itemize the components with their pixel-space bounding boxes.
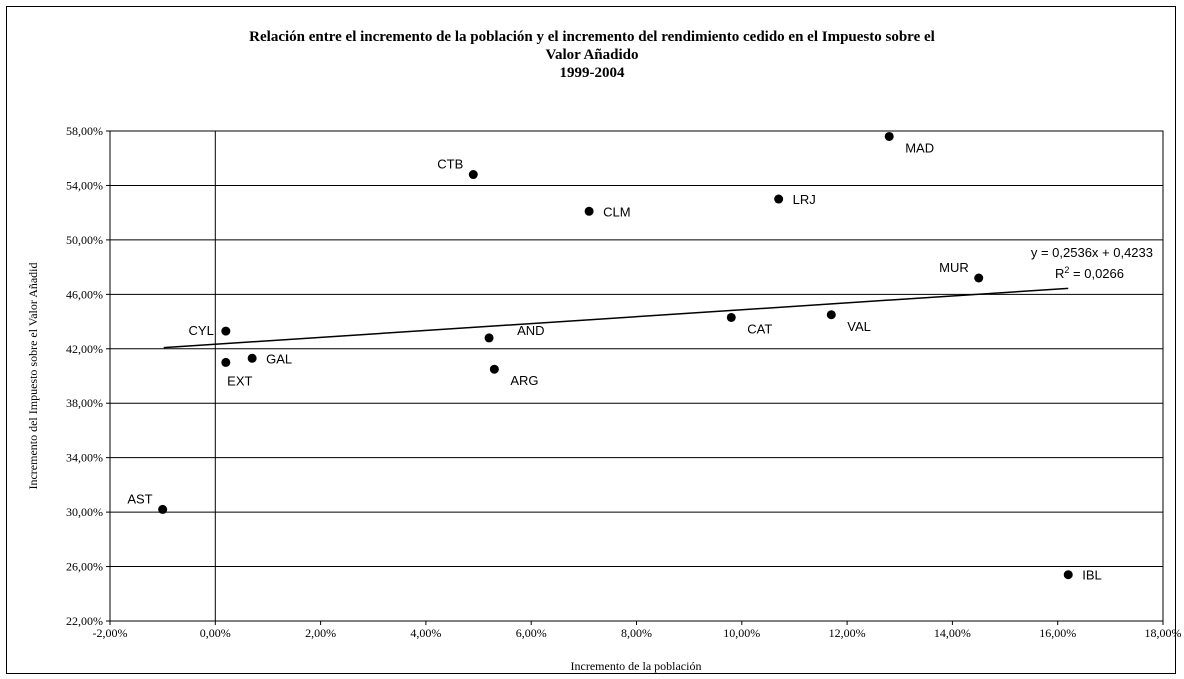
point-mur xyxy=(974,273,984,283)
chart-title-line-1: Relación entre el incremento de la pobla… xyxy=(249,29,935,45)
point-gal xyxy=(247,353,257,363)
point-label-mad: MAD xyxy=(905,140,934,155)
x-tick-label: 16,00% xyxy=(1039,626,1076,640)
y-tick-label: 34,00% xyxy=(66,451,103,465)
y-tick-label: 26,00% xyxy=(66,560,103,574)
point-ast xyxy=(158,504,168,514)
point-mad xyxy=(884,131,894,141)
y-tick-label: 46,00% xyxy=(66,287,103,301)
point-ctb xyxy=(468,170,478,180)
point-label-gal: GAL xyxy=(266,351,292,366)
x-tick-label: 6,00% xyxy=(516,626,547,640)
trendline-group: y = 0,2536x + 0,4233 R2 = 0,0266 xyxy=(163,245,1153,349)
point-cyl xyxy=(221,326,231,336)
x-tick-labels: -2,00% 0,00% 2,00% 4,00% 6,00% 8,00% 10,00% 12,… xyxy=(93,621,1182,640)
y-tick-label: 30,00% xyxy=(66,505,103,519)
point-label-clm: CLM xyxy=(603,204,630,219)
point-arg xyxy=(489,364,499,374)
y-tick-label: 58,00% xyxy=(66,124,103,138)
point-cat xyxy=(726,312,736,322)
point-label-ctb: CTB xyxy=(437,157,463,172)
chart-title-line-2: Valor Añadido xyxy=(545,47,639,63)
chart-title-line-3: 1999-2004 xyxy=(559,65,625,81)
plot-area xyxy=(109,130,1164,622)
point-label-lrj: LRJ xyxy=(793,192,816,207)
point-label-and: AND xyxy=(517,323,544,338)
y-tick-label: 22,00% xyxy=(66,614,103,628)
y-tick-label: 50,00% xyxy=(66,233,103,247)
x-tick-label: 12,00% xyxy=(829,626,866,640)
y-tick-label: 54,00% xyxy=(66,178,103,192)
point-label-ext: EXT xyxy=(227,373,252,388)
point-label-cat: CAT xyxy=(747,321,772,336)
y-tick-label: 38,00% xyxy=(66,396,103,410)
trendline xyxy=(163,287,1069,349)
y-tick-labels: 22,00% 26,00% 30,00% 34,00% 38,00% 42,00% 46,0… xyxy=(66,124,110,628)
point-label-mur: MUR xyxy=(939,260,969,275)
data-points: MAD CTB CLM LRJ MUR CYL AND CAT VAL EXT GAL ARG AST I… xyxy=(127,131,1102,583)
point-clm xyxy=(584,206,594,216)
y-axis-label: Incremento del Impuesto sobre el Valor A… xyxy=(26,262,40,489)
x-tick-label: -2,00% xyxy=(93,626,128,640)
x-tick-label: 0,00% xyxy=(200,626,231,640)
y-tick-label: 42,00% xyxy=(66,342,103,356)
grid-lines xyxy=(110,130,1163,622)
x-tick-label: 2,00% xyxy=(305,626,336,640)
x-axis-label: Incremento de la población xyxy=(571,659,702,673)
point-label-val: VAL xyxy=(847,319,871,334)
point-label-arg: ARG xyxy=(510,373,538,388)
point-label-cyl: CYL xyxy=(189,323,214,338)
point-label-ast: AST xyxy=(127,491,152,506)
trendline-equation: y = 0,2536x + 0,4233 xyxy=(1031,245,1153,260)
chart-title: Relación entre el incremento de la pobla… xyxy=(0,28,1184,82)
point-val xyxy=(826,310,836,320)
point-lrj xyxy=(774,194,784,204)
x-tick-label: 18,00% xyxy=(1145,626,1182,640)
chart-frame xyxy=(6,6,1176,674)
trendline-r2: R2 = 0,0266 xyxy=(1055,265,1124,281)
x-tick-label: 4,00% xyxy=(410,626,441,640)
point-and xyxy=(484,333,494,343)
x-tick-label: 10,00% xyxy=(723,626,760,640)
point-ext xyxy=(221,357,231,367)
x-tick-label: 8,00% xyxy=(621,626,652,640)
point-ibl xyxy=(1063,570,1073,580)
x-tick-label: 14,00% xyxy=(934,626,971,640)
point-label-ibl: IBL xyxy=(1082,568,1102,583)
